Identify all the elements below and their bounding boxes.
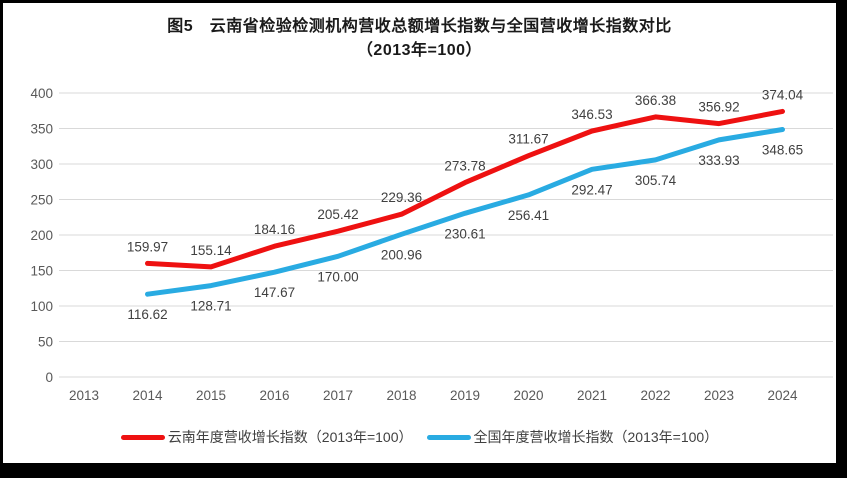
y-tick-label: 150 bbox=[30, 264, 53, 279]
x-tick-label: 2024 bbox=[767, 388, 798, 403]
legend-item-yunnan: 云南年度营收增长指数（2013年=100） bbox=[120, 427, 413, 447]
data-label-national: 348.65 bbox=[762, 142, 803, 157]
data-label-yunnan: 155.14 bbox=[190, 243, 232, 258]
data-label-yunnan: 311.67 bbox=[508, 132, 548, 147]
chart-legend: 云南年度营收增长指数（2013年=100） 全国年度营收增长指数（2013年=1… bbox=[3, 427, 836, 447]
legend-line-swatch-national bbox=[426, 434, 471, 440]
x-tick-label: 2018 bbox=[386, 388, 416, 403]
data-label-yunnan: 273.78 bbox=[444, 159, 485, 174]
y-tick-label: 200 bbox=[30, 228, 53, 243]
data-label-national: 292.47 bbox=[571, 182, 612, 197]
data-label-national: 256.41 bbox=[508, 208, 549, 223]
legend-line-swatch-yunnan bbox=[120, 434, 165, 440]
data-label-national: 116.62 bbox=[127, 307, 167, 322]
legend-label-yunnan: 云南年度营收增长指数（2013年=100） bbox=[167, 429, 413, 445]
data-label-national: 200.96 bbox=[381, 247, 422, 262]
data-label-national: 128.71 bbox=[190, 299, 231, 314]
series-line-yunnan bbox=[145, 108, 785, 270]
data-label-national: 147.67 bbox=[254, 285, 295, 300]
data-label-national: 333.93 bbox=[698, 153, 739, 168]
data-label-yunnan: 205.42 bbox=[317, 207, 358, 222]
data-label-yunnan: 184.16 bbox=[254, 222, 295, 237]
x-tick-label: 2020 bbox=[513, 388, 543, 403]
data-label-yunnan: 374.04 bbox=[762, 87, 804, 102]
y-tick-label: 50 bbox=[38, 335, 53, 350]
chart-panel: 0 50 100 150 200 250 300 350 400 2013 2014 2015 2016… bbox=[3, 3, 836, 463]
data-label-yunnan: 356.92 bbox=[698, 100, 739, 115]
x-tick-label: 2019 bbox=[450, 388, 480, 403]
x-tick-label: 2014 bbox=[132, 388, 163, 403]
x-tick-label: 2021 bbox=[577, 388, 607, 403]
legend-label-national: 全国年度营收增长指数（2013年=100） bbox=[473, 429, 719, 445]
x-tick-label: 2015 bbox=[196, 388, 226, 403]
data-label-national: 170.00 bbox=[317, 269, 358, 284]
data-label-yunnan: 366.38 bbox=[635, 93, 676, 108]
data-label-national: 230.61 bbox=[444, 226, 485, 241]
y-tick-label: 400 bbox=[30, 86, 53, 101]
x-tick-label: 2017 bbox=[323, 388, 353, 403]
y-tick-label: 350 bbox=[30, 122, 53, 137]
chart-title-line1: 图5 云南省检验检测机构营收总额增长指数与全国营收增长指数对比 bbox=[167, 18, 672, 35]
line-chart: 0 50 100 150 200 250 300 350 400 2013 2014 2015 2016… bbox=[30, 86, 833, 403]
y-tick-label: 100 bbox=[30, 299, 53, 314]
x-tick-label: 2013 bbox=[69, 388, 99, 403]
data-label-yunnan: 159.97 bbox=[127, 239, 168, 254]
y-tick-label: 0 bbox=[45, 370, 53, 385]
x-tick-label: 2023 bbox=[704, 388, 734, 403]
legend-item-national: 全国年度营收增长指数（2013年=100） bbox=[426, 427, 719, 447]
series-line-national bbox=[145, 127, 785, 297]
data-label-yunnan: 229.36 bbox=[381, 190, 422, 205]
y-tick-label: 300 bbox=[30, 157, 53, 172]
data-label-yunnan: 346.53 bbox=[571, 107, 612, 122]
y-tick-label: 250 bbox=[30, 193, 53, 208]
x-tick-label: 2022 bbox=[640, 388, 670, 403]
chart-title: 图5 云南省检验检测机构营收总额增长指数与全国营收增长指数对比 （2013年=1… bbox=[3, 15, 836, 63]
chart-title-line2: （2013年=100） bbox=[356, 42, 483, 59]
x-tick-label: 2016 bbox=[259, 388, 289, 403]
data-label-national: 305.74 bbox=[635, 173, 677, 188]
